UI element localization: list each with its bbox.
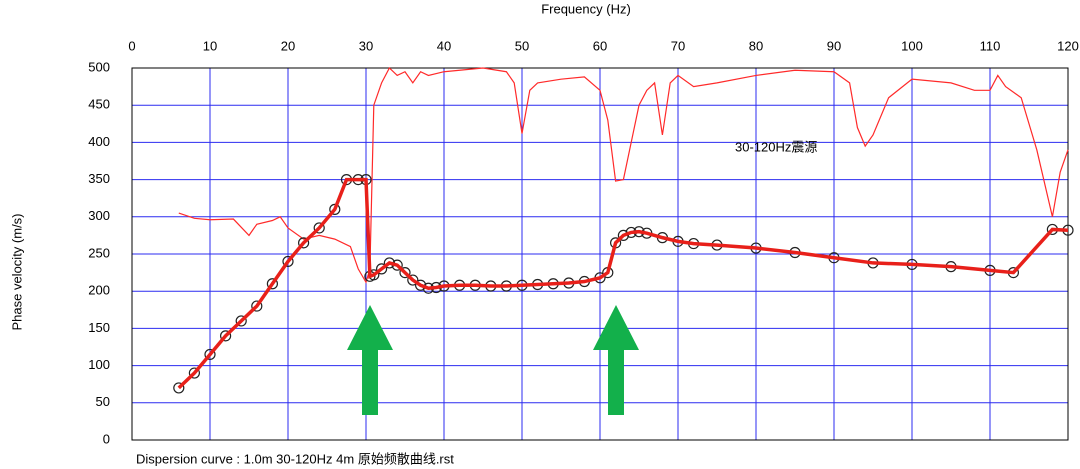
annotation: 30-120Hz震源 <box>735 139 817 154</box>
marker <box>188 367 200 379</box>
y-tick-label: 300 <box>88 208 110 223</box>
marker <box>415 279 427 291</box>
marker <box>220 330 232 342</box>
marker <box>399 267 411 279</box>
marker <box>266 278 278 290</box>
y-tick-label: 150 <box>88 320 110 335</box>
marker <box>329 203 341 215</box>
x-tick-label: 20 <box>281 38 295 53</box>
marker <box>282 255 294 268</box>
y-tick-label: 100 <box>88 357 110 372</box>
marker <box>251 300 263 312</box>
x-tick-label: 10 <box>203 38 217 53</box>
series-line <box>177 177 1069 390</box>
y-tick-label: 450 <box>88 97 110 112</box>
x-tick-label: 110 <box>980 38 1001 53</box>
series-line <box>178 67 1069 284</box>
marker <box>617 229 630 241</box>
y-tick-label: 500 <box>88 59 110 74</box>
y-tick-label: 0 <box>103 431 110 446</box>
plot-border <box>131 67 1069 441</box>
x-tick-label: 60 <box>593 38 607 53</box>
marker <box>313 222 325 234</box>
marker <box>376 263 388 275</box>
x-tick-label: 100 <box>901 38 923 53</box>
x-tick-label: 80 <box>749 38 763 53</box>
marker <box>407 274 419 286</box>
x-tick-label: 30 <box>359 38 373 53</box>
marker <box>235 315 247 327</box>
marker <box>173 382 185 394</box>
y-tick-label: 350 <box>88 171 110 186</box>
x-tick-label: 120 <box>1057 38 1079 53</box>
x-tick-label: 70 <box>671 38 685 53</box>
y-tick-label: 50 <box>96 394 110 409</box>
caption: Dispersion curve : 1.0m 30-120Hz 4m 原始频散… <box>136 451 454 466</box>
x-tick-label: 40 <box>437 38 451 53</box>
arrow <box>347 305 393 415</box>
x-tick-label: 90 <box>827 38 841 53</box>
y-tick-label: 400 <box>88 134 110 149</box>
arrow <box>593 305 639 415</box>
y-axis-title: Phase velocity (m/s) <box>9 213 24 330</box>
x-tick-label: 0 <box>128 38 135 53</box>
y-tick-label: 250 <box>88 245 110 260</box>
x-tick-label: 50 <box>515 38 529 53</box>
x-axis-title: Frequency (Hz) <box>541 1 631 16</box>
marker <box>204 348 216 361</box>
y-tick-label: 200 <box>88 283 110 298</box>
marker <box>298 237 310 249</box>
